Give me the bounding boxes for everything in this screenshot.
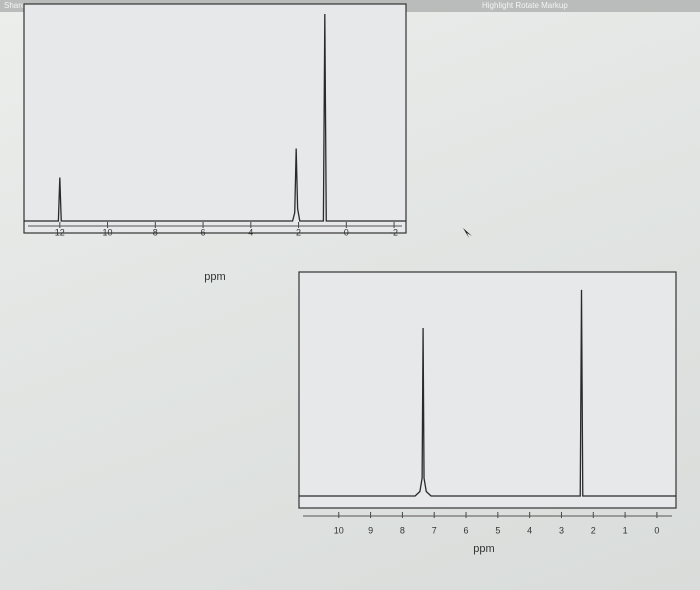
x-tick-label: 9 [368, 525, 373, 535]
plot-frame [298, 271, 677, 509]
x-axis-label: ppm [473, 543, 494, 555]
x-tick-label: 8 [400, 525, 405, 535]
x-tick-label: 3 [559, 525, 564, 535]
x-axis-label: ppm [204, 271, 225, 283]
x-tick-label: 5 [495, 525, 500, 535]
x-tick-label: 4 [527, 525, 532, 535]
x-tick-label: 0 [654, 525, 659, 535]
x-tick-label: 8 [153, 227, 158, 237]
x-tick-label: 0 [344, 227, 349, 237]
spectrum-line [299, 289, 676, 497]
x-tick-label: 4 [248, 227, 253, 237]
plot-frame [23, 3, 407, 234]
x-tick-label: 7 [432, 525, 437, 535]
cursor [463, 228, 472, 238]
x-tick-label: 2 [591, 525, 596, 535]
x-tick-label: 1 [623, 525, 628, 535]
x-tick-label: 10 [103, 227, 113, 237]
spectrum-line [24, 13, 406, 222]
x-tick-label: 12 [55, 227, 65, 237]
x-tick-label: -2 [390, 227, 398, 237]
x-tick-label: 2 [296, 227, 301, 237]
toolbar-actions[interactable]: Highlight Rotate Markup [482, 1, 568, 10]
x-tick-label: 6 [464, 525, 469, 535]
share-button[interactable]: Share [4, 1, 26, 10]
x-tick-label: 10 [334, 525, 344, 535]
x-tick-label: 6 [201, 227, 206, 237]
